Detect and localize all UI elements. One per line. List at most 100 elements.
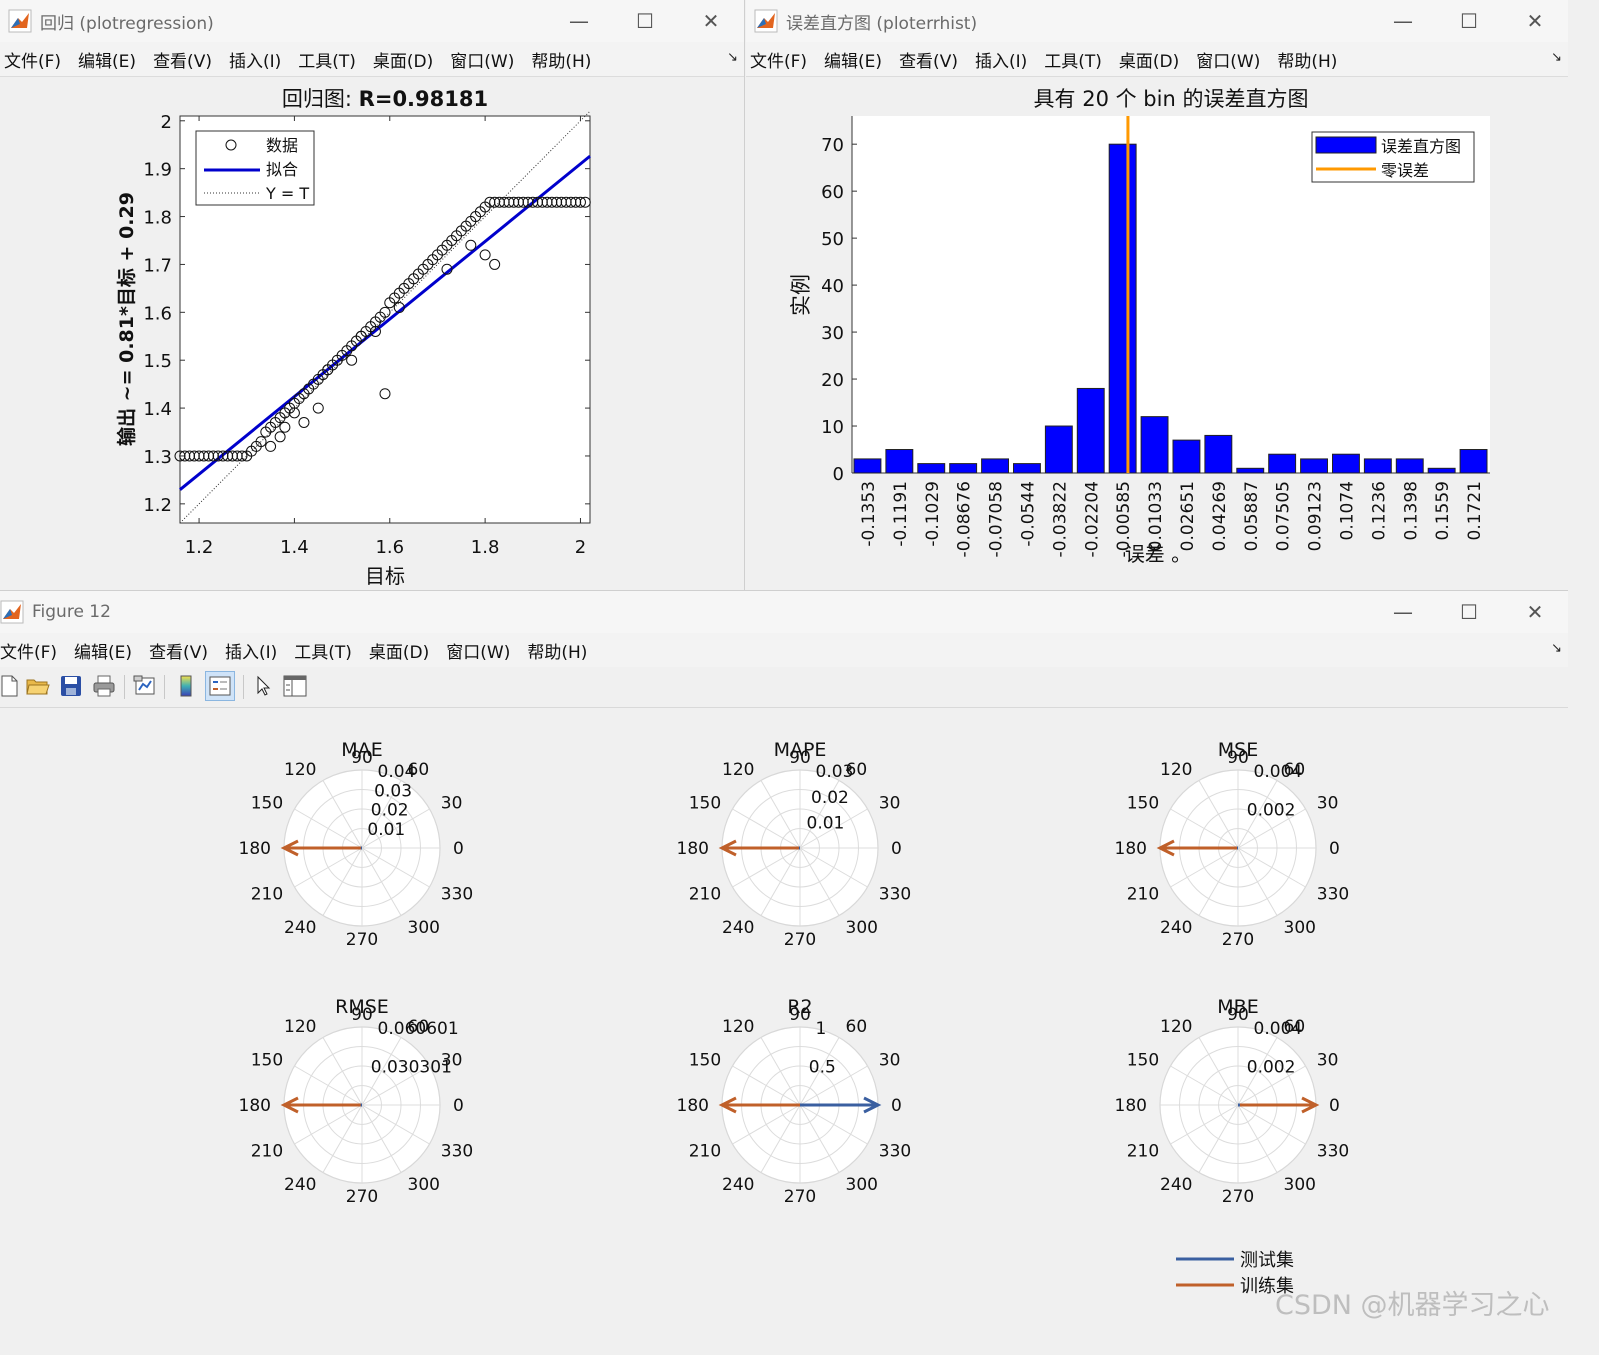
polar-angle-label: 270 (346, 930, 378, 950)
polar-spoke (1237, 1104, 1278, 1173)
dock-arrow-icon[interactable]: ↘ (727, 50, 738, 65)
pointer-icon[interactable] (250, 673, 276, 699)
insert-colorbar-icon[interactable] (173, 673, 199, 699)
legend-train: 训练集 (1240, 1276, 1294, 1297)
window-title: 回归 (plotregression) (40, 13, 214, 34)
polar-angle-label: 180 (1115, 839, 1147, 859)
menu-view[interactable]: 查看(V) (149, 642, 208, 663)
data-point (346, 354, 358, 366)
train-arrowhead (718, 1096, 737, 1114)
polar-spoke (322, 1104, 363, 1173)
polar-angle-label: 0 (891, 1096, 902, 1116)
title-bar[interactable]: 误差直方图 (ploterrhist) (746, 0, 1568, 42)
polar-plots-area: 0306090120150180210240270300330MAE0.010.… (239, 739, 1350, 1207)
property-inspector-icon[interactable] (282, 673, 308, 699)
histogram-bar (1140, 416, 1169, 474)
close-button[interactable]: ✕ (1526, 9, 1544, 33)
menu-help[interactable]: 帮助(H) (1277, 51, 1338, 72)
menu-edit[interactable]: 编辑(E) (824, 51, 883, 72)
maximize-button[interactable]: ☐ (1460, 600, 1478, 624)
polar-radius-label: 0.04 (378, 762, 416, 782)
polar-spoke (1198, 847, 1239, 916)
polar-spoke (361, 847, 430, 888)
polar-angle-label: 150 (689, 794, 721, 814)
polar-spoke (1170, 847, 1239, 888)
menu-bar: 文件(F) 编辑(E) 查看(V) 插入(I) 工具(T) 桌面(D) 窗口(W… (0, 633, 1568, 668)
menu-view[interactable]: 查看(V) (899, 51, 958, 72)
regression-plot: 回归图: R=0.98181 1.2 1.3 1.4 1.5 1.6 1.7 1.8 1.9 2… (115, 87, 591, 588)
polar-spoke (1237, 1037, 1278, 1106)
menu-help[interactable]: 帮助(H) (531, 51, 592, 72)
maximize-button[interactable]: ☐ (636, 9, 654, 33)
polar-spoke (1237, 847, 1278, 916)
polar-spoke (732, 847, 801, 888)
x-tick-label: -0.00585 (1114, 481, 1134, 557)
train-arrowhead (280, 839, 299, 857)
y-tick-label: 1.2 (143, 495, 172, 516)
menu-tools[interactable]: 工具(T) (1044, 51, 1102, 72)
polar-title: RMSE (335, 996, 389, 1018)
menu-tools[interactable]: 工具(T) (298, 51, 356, 72)
y-ticks: 0 10 20 30 40 50 60 70 (821, 135, 857, 485)
save-icon[interactable] (58, 673, 84, 699)
maximize-button[interactable]: ☐ (1460, 9, 1478, 33)
polar-spoke (361, 1104, 402, 1173)
minimize-button[interactable]: — (569, 9, 589, 33)
x-tick-label: -0.1353 (859, 481, 879, 547)
menu-desktop[interactable]: 桌面(D) (372, 51, 434, 72)
matlab-icon (8, 9, 32, 33)
menu-bar: 文件(F) 编辑(E) 查看(V) 插入(I) 工具(T) 桌面(D) 窗口(W… (746, 42, 1568, 77)
close-button[interactable]: ✕ (1526, 600, 1544, 624)
menu-file[interactable]: 文件(F) (0, 642, 58, 663)
menu-desktop[interactable]: 桌面(D) (1118, 51, 1180, 72)
train-arrowhead (280, 1096, 299, 1114)
menu-window[interactable]: 窗口(W) (1196, 51, 1261, 72)
menu-edit[interactable]: 编辑(E) (74, 642, 133, 663)
polar-angle-label: 270 (784, 1187, 816, 1207)
polar-angle-label: 60 (1284, 760, 1306, 780)
close-button[interactable]: ✕ (702, 9, 720, 33)
menu-tools[interactable]: 工具(T) (294, 642, 352, 663)
polar-title: MBE (1217, 996, 1258, 1018)
menu-view[interactable]: 查看(V) (153, 51, 212, 72)
open-folder-icon[interactable] (25, 673, 51, 699)
x-tick-label: 0.07505 (1274, 481, 1294, 551)
polar-angle-label: 90 (789, 1005, 811, 1025)
menu-window[interactable]: 窗口(W) (450, 51, 515, 72)
x-axis-label: 目标 (365, 564, 405, 588)
menu-edit[interactable]: 编辑(E) (78, 51, 137, 72)
y-tick-label: 0 (833, 464, 844, 485)
histogram-bar (1013, 463, 1041, 474)
polar-spoke (799, 780, 840, 849)
minimize-button[interactable]: — (1393, 9, 1413, 33)
menu-insert[interactable]: 插入(I) (228, 51, 282, 72)
data-point (489, 258, 501, 270)
menu-desktop[interactable]: 桌面(D) (368, 642, 430, 663)
insert-legend-icon[interactable] (205, 671, 235, 701)
link-plot-icon[interactable] (132, 673, 158, 699)
menu-help[interactable]: 帮助(H) (527, 642, 588, 663)
polar-radius-label: 0.03 (816, 762, 854, 782)
polar-spoke (799, 847, 840, 916)
title-bar[interactable]: 回归 (plotregression) (0, 0, 744, 42)
menu-insert[interactable]: 插入(I) (224, 642, 278, 663)
menu-window[interactable]: 窗口(W) (446, 642, 511, 663)
print-icon[interactable] (91, 673, 117, 699)
menu-file[interactable]: 文件(F) (750, 51, 808, 72)
new-file-icon[interactable] (0, 673, 22, 699)
x-tick-label: 0.05887 (1242, 481, 1262, 551)
polar-radius-label: 0.01 (367, 820, 405, 840)
dock-arrow-icon[interactable]: ↘ (1551, 641, 1562, 656)
title-bar[interactable]: Figure 12 (0, 591, 1568, 633)
data-point (312, 402, 324, 414)
menu-file[interactable]: 文件(F) (4, 51, 62, 72)
menu-insert[interactable]: 插入(I) (974, 51, 1028, 72)
polar-spoke (732, 808, 801, 849)
data-point (379, 306, 391, 318)
minimize-button[interactable]: — (1393, 600, 1413, 624)
x-tick-label: 1.2 (185, 537, 214, 558)
dock-arrow-icon[interactable]: ↘ (1551, 50, 1562, 65)
